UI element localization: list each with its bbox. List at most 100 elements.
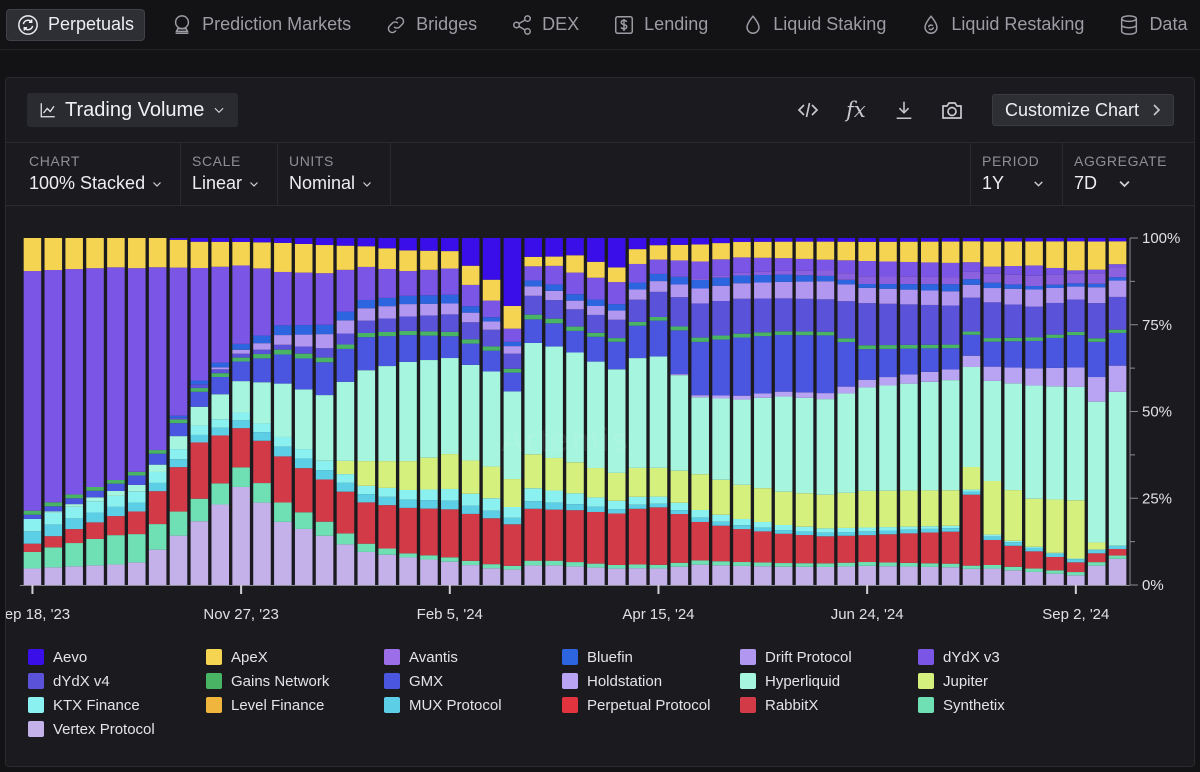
bar-segment-drift-protocol[interactable] [1004,288,1022,305]
bar-segment-aevo[interactable] [1067,238,1085,242]
bar-segment-aevo[interactable] [357,238,376,247]
nav-item-liquid-staking[interactable]: Liquid Staking [730,9,898,41]
bar-segment-avantis[interactable] [1046,274,1064,285]
bar-segment-dydx-v4[interactable] [962,297,981,332]
bar-segment-jupiter[interactable] [837,492,856,528]
bar-segment-hyperliquid[interactable] [169,436,188,450]
bar-segment-apex[interactable] [712,243,730,260]
bar-segment-drift-protocol[interactable] [837,284,856,302]
bar-segment-mux-protocol[interactable] [587,506,605,512]
bar-segment-aevo[interactable] [754,238,772,242]
bar-segment-gains-network[interactable] [44,502,63,507]
bar-segment-apex[interactable] [962,241,981,263]
bar-segment-dydx-v4[interactable] [399,316,417,331]
bar-segment-vertex-protocol[interactable] [733,565,751,585]
bar-segment-hyperliquid[interactable] [274,383,292,437]
bar-segment-ktx-finance[interactable] [712,514,730,522]
bar-segment-synthetix[interactable] [754,562,772,567]
bar-segment-gains-network[interactable] [941,344,960,349]
bar-segment-gmx[interactable] [441,336,459,359]
bar-segment-bluefin[interactable] [1046,284,1064,288]
bar-segment-drift-protocol[interactable] [628,289,647,300]
bar-segment-dydx-v4[interactable] [649,291,668,318]
bar-segment-avantis[interactable] [670,276,689,277]
bar-segment-aevo[interactable] [336,238,355,246]
bar-segment-dydx-v4[interactable] [232,353,250,358]
bar-segment-dydx-v4[interactable] [628,299,647,322]
bar-segment-aevo[interactable] [315,238,334,246]
bar-segment-ktx-finance[interactable] [920,526,939,529]
bar-segment-ktx-finance[interactable] [566,493,584,505]
bar-segment-bluefin[interactable] [378,297,396,307]
bar-segment-dydx-v4[interactable] [1067,299,1085,332]
bar-segment-ktx-finance[interactable] [1004,540,1022,543]
bar-segment-mux-protocol[interactable] [733,525,751,530]
bar-segment-apex[interactable] [461,265,480,285]
bar-segment-aevo[interactable] [1108,238,1127,242]
bar-segment-ktx-finance[interactable] [754,521,772,528]
bar-segment-ktx-finance[interactable] [900,526,918,530]
bar-segment-mux-protocol[interactable] [691,517,709,522]
bar-segment-gains-network[interactable] [86,487,104,491]
bar-segment-mux-protocol[interactable] [1046,553,1064,558]
bar-segment-hyperliquid[interactable] [148,464,167,472]
bar-segment-mux-protocol[interactable] [524,501,543,509]
bar-segment-hyperliquid[interactable] [816,399,835,495]
bar-segment-jupiter[interactable] [1025,498,1043,547]
screenshot-button[interactable] [928,93,976,127]
bar-segment-mux-protocol[interactable] [128,502,146,512]
bar-segment-bluefin[interactable] [524,280,543,287]
bar-segment-gains-network[interactable] [1087,338,1106,342]
bar-segment-synthetix[interactable] [211,483,230,505]
bar-segment-drift-protocol[interactable] [524,286,543,296]
bar-segment-mux-protocol[interactable] [503,517,522,525]
bar-segment-dydx-v3[interactable] [545,265,563,285]
bar-segment-dydx-v3[interactable] [670,260,689,277]
bar-segment-vertex-protocol[interactable] [420,559,438,585]
bar-segment-vertex-protocol[interactable] [1067,575,1085,585]
bar-segment-bluefin[interactable] [754,274,772,283]
bar-segment-dydx-v3[interactable] [1046,267,1064,275]
bar-segment-hyperliquid[interactable] [587,361,605,469]
legend-item-level-finance[interactable]: Level Finance [206,696,384,714]
bar-segment-ktx-finance[interactable] [962,489,981,492]
bar-segment-ktx-finance[interactable] [649,496,668,504]
bar-segment-drift-protocol[interactable] [649,281,668,292]
bar-segment-dydx-v3[interactable] [524,266,543,281]
bar-segment-gmx[interactable] [107,483,125,491]
bar-segment-ktx-finance[interactable] [482,498,501,511]
bar-segment-bluefin[interactable] [232,343,250,350]
bar-segment-vertex-protocol[interactable] [607,568,626,585]
bar-segment-dydx-v4[interactable] [607,319,626,339]
bar-segment-mux-protocol[interactable] [649,503,668,508]
bar-segment-gmx[interactable] [795,335,814,393]
bar-segment-jupiter[interactable] [754,488,772,522]
bar-segment-rabbitx[interactable] [232,428,250,468]
bar-segment-mux-protocol[interactable] [274,446,292,457]
bar-segment-rabbitx[interactable] [315,479,334,522]
bar-segment-bluefin[interactable] [190,380,209,385]
bar-segment-bluefin[interactable] [712,277,730,286]
bar-segment-jupiter[interactable] [962,467,981,490]
bar-segment-apex[interactable] [378,248,396,269]
bar-segment-vertex-protocol[interactable] [941,567,960,585]
bar-segment-rabbitx[interactable] [545,509,563,561]
bar-segment-mux-protocol[interactable] [190,434,209,443]
bar-segment-gmx[interactable] [357,337,376,371]
bar-segment-dydx-v4[interactable] [858,303,876,346]
bar-segment-rabbitx[interactable] [107,516,125,536]
bar-segment-gmx[interactable] [774,334,793,392]
legend-item-bluefin[interactable]: Bluefin [562,648,740,666]
bar-segment-bluefin[interactable] [649,273,668,282]
bar-segment-rabbitx[interactable] [128,511,146,535]
bar-segment-gmx[interactable] [837,342,856,387]
bar-segment-jupiter[interactable] [566,462,584,494]
bar-segment-hyperliquid[interactable] [1087,401,1106,543]
bar-segment-dydx-v3[interactable] [837,260,856,274]
bar-segment-bluefin[interactable] [837,279,856,285]
bar-segment-synthetix[interactable] [962,565,981,569]
bar-segment-bluefin[interactable] [879,284,897,289]
bar-segment-holdstation[interactable] [1046,367,1064,387]
bar-segment-gains-network[interactable] [691,337,709,342]
bar-segment-synthetix[interactable] [357,543,376,552]
